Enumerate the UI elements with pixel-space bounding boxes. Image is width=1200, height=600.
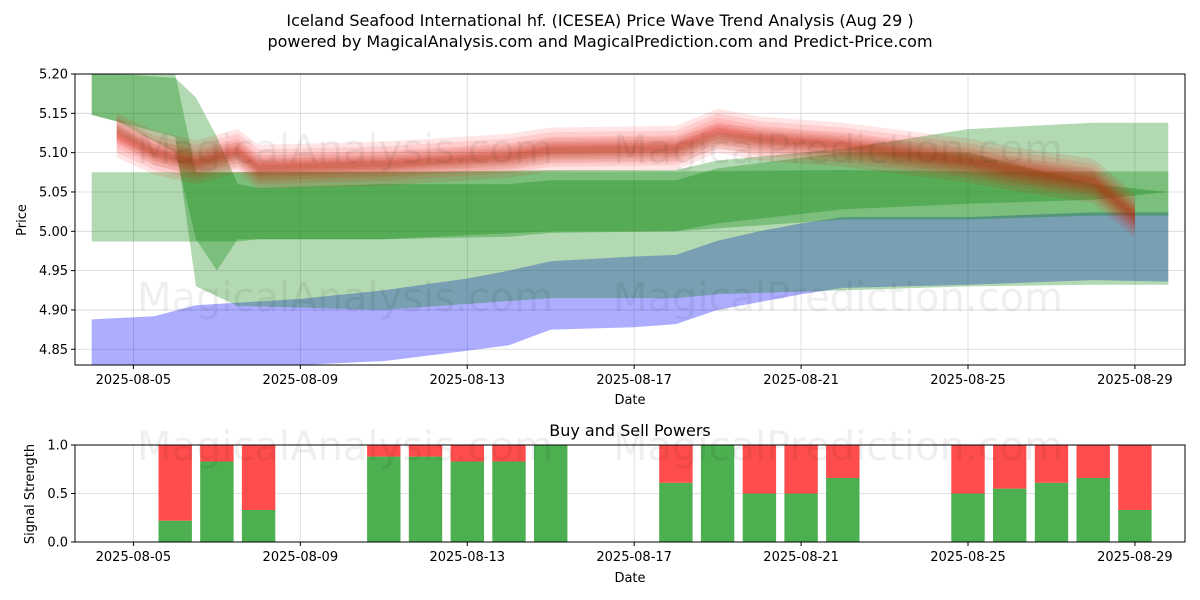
signal-bars (158, 445, 1152, 542)
sell-bar (158, 445, 192, 521)
buy-bar (1034, 482, 1069, 542)
price-y-tick-label: 5.20 (39, 68, 68, 83)
sell-bar (1076, 445, 1110, 478)
sell-bar (367, 445, 401, 457)
price-wave-4-layer-5 (116, 127, 1135, 219)
buy-bar (450, 461, 484, 542)
price-wave-4-layer-4 (116, 125, 1135, 222)
price-y-tick-label: 5.15 (39, 107, 68, 122)
buy-bar (951, 493, 985, 542)
price-y-tick-label: 4.85 (39, 343, 68, 358)
sell-bar (492, 445, 526, 462)
buy-bar (742, 493, 777, 542)
buy-bar (534, 445, 568, 542)
watermark-bottom-left: MagicalAnalysis.com (137, 424, 553, 470)
buy-bar (784, 493, 818, 542)
sell-bar (450, 445, 484, 462)
price-x-tick-label: 2025-08-17 (596, 373, 672, 388)
buy-bar (367, 456, 401, 542)
buy-bar (408, 456, 443, 542)
sell-bar (742, 445, 777, 494)
price-x-tick-label: 2025-08-25 (930, 373, 1006, 388)
signal-panel-title: Buy and Sell Powers (549, 421, 711, 440)
watermark-bottom-right: MagicalPrediction.com (613, 424, 1063, 470)
price-y-tick-label: 4.95 (39, 264, 68, 279)
price-band-1 (91, 170, 1169, 242)
buy-bar (492, 461, 526, 542)
signal-x-tick-label: 2025-08-25 (930, 550, 1006, 565)
sell-bar (1118, 445, 1152, 510)
price-plot-frame (74, 73, 1186, 366)
price-wave-5-layer-0 (116, 116, 1135, 230)
price-x-axis-label: Date (614, 393, 645, 408)
price-x-tick-label: 2025-08-09 (263, 373, 339, 388)
watermark-right: MagicalPrediction.com (613, 275, 1063, 321)
price-series (91, 74, 1169, 365)
signal-y-axis: 0.0 0.5 1.0 (47, 439, 75, 551)
price-band-2 (91, 74, 1169, 310)
buy-bar (1118, 510, 1152, 542)
signal-x-axis-label: Date (614, 571, 645, 586)
price-x-tick-label: 2025-08-29 (1097, 373, 1173, 388)
buy-bar (700, 445, 735, 542)
signal-y-tick-label: 0.0 (47, 536, 68, 551)
price-wave-4-layer-0 (116, 108, 1135, 238)
signal-x-tick-label: 2025-08-21 (763, 550, 839, 565)
sell-bar (241, 445, 276, 510)
chart-subtitle: powered by MagicalAnalysis.com and Magic… (267, 32, 932, 51)
signal-x-axis: 2025-08-05 2025-08-09 2025-08-13 2025-08-17… (96, 542, 1173, 565)
chart-title: Iceland Seafood International hf. (ICESE… (286, 11, 913, 30)
price-wave-4-layer-1 (116, 113, 1135, 233)
sell-bar (1034, 445, 1069, 483)
price-wave-5-layer-3 (116, 125, 1135, 221)
buy-bar (158, 520, 192, 542)
price-band-0 (91, 212, 1169, 365)
signal-x-tick-label: 2025-08-05 (96, 550, 172, 565)
sell-bar (826, 445, 860, 478)
sell-bar (993, 445, 1027, 489)
buy-bar (659, 482, 693, 542)
signal-y-tick-label: 0.5 (47, 487, 68, 502)
price-y-axis-label: Price (15, 204, 30, 236)
buy-bar (1076, 478, 1110, 542)
signal-x-tick-label: 2025-08-09 (263, 550, 339, 565)
buy-bar (826, 478, 860, 542)
price-y-tick-label: 5.00 (39, 225, 68, 240)
sell-bar (659, 445, 693, 483)
price-x-tick-label: 2025-08-13 (429, 373, 505, 388)
sell-bar (784, 445, 818, 494)
price-x-tick-label: 2025-08-05 (96, 373, 172, 388)
sell-bar (200, 445, 234, 462)
price-x-tick-label: 2025-08-21 (763, 373, 839, 388)
signal-x-tick-label: 2025-08-29 (1097, 550, 1173, 565)
signal-watermarks: MagicalAnalysis.com MagicalPrediction.co… (137, 424, 1063, 470)
price-x-axis: 2025-08-05 2025-08-09 2025-08-13 2025-08-17… (96, 365, 1173, 388)
signal-y-axis-label: Signal Strength (23, 444, 38, 544)
price-wave-4-layer-3 (116, 122, 1135, 225)
buy-bar (993, 488, 1027, 542)
watermark-right-2: MagicalPrediction.com (613, 127, 1063, 173)
watermark-left-2: MagicalAnalysis.com (137, 127, 553, 173)
price-y-axis: 4.85 4.90 4.95 5.00 5.05 5.10 5.15 5.20 (39, 68, 75, 358)
price-wave-5-layer-1 (116, 120, 1135, 226)
price-wave-4-layer-2 (116, 118, 1135, 229)
price-y-tick-label: 5.10 (39, 146, 68, 161)
sell-bar (951, 445, 985, 494)
signal-x-tick-label: 2025-08-17 (596, 550, 672, 565)
price-y-tick-label: 5.05 (39, 185, 68, 200)
price-panel: MagicalAnalysis.com MagicalPrediction.co… (15, 68, 1186, 408)
watermark-left: MagicalAnalysis.com (137, 275, 553, 321)
signal-y-tick-label: 1.0 (47, 439, 68, 454)
price-band-3 (91, 74, 1169, 271)
price-y-tick-label: 4.90 (39, 303, 68, 318)
price-watermarks: MagicalAnalysis.com MagicalPrediction.co… (137, 127, 1063, 321)
buy-bar (200, 461, 234, 542)
signal-panel: Buy and Sell Powers MagicalAnalysis.com … (23, 421, 1186, 586)
signal-x-tick-label: 2025-08-13 (429, 550, 505, 565)
price-wave-5-layer-2 (116, 123, 1135, 223)
sell-bar (408, 445, 443, 457)
buy-bar (241, 510, 276, 542)
